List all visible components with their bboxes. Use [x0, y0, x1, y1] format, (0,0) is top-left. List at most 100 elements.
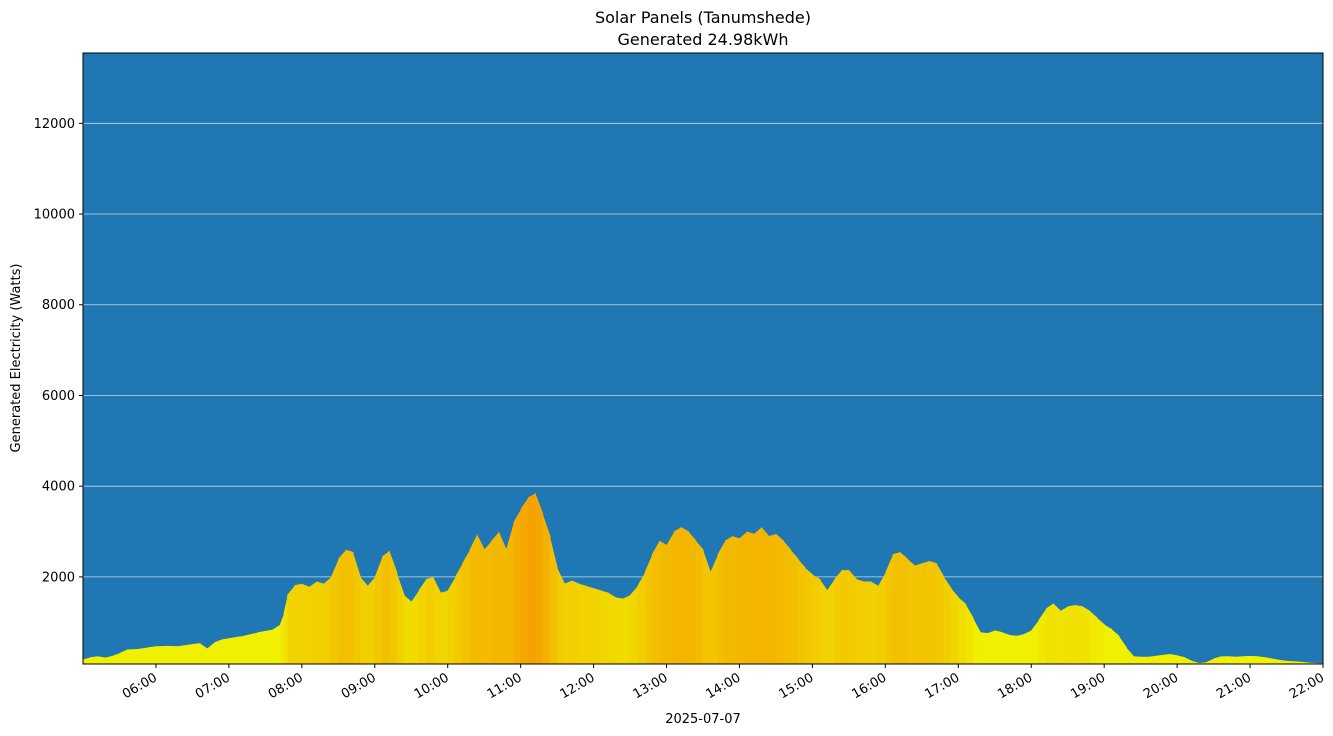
area-slice [137, 647, 150, 664]
area-slice [126, 649, 139, 664]
area-slice [352, 551, 361, 664]
area-slice [447, 576, 456, 664]
area-slice [951, 588, 959, 664]
area-slice [790, 549, 799, 664]
area-slice [1155, 654, 1164, 664]
area-slice [681, 527, 690, 664]
x-tick-label: 18:00 [995, 670, 1035, 702]
area-slice [104, 655, 113, 664]
area-slice [841, 570, 850, 664]
area-slice [710, 554, 719, 664]
area-slice [958, 597, 967, 664]
area-slice [1235, 656, 1244, 664]
area-slice [987, 630, 996, 664]
area-slice [768, 533, 777, 664]
area-slice [557, 567, 566, 664]
area-slice [659, 540, 668, 664]
area-slice [1045, 603, 1054, 664]
area-slice [1009, 634, 1018, 664]
area-slice [491, 531, 500, 664]
area-slice [1082, 606, 1091, 664]
y-tick-label: 2000 [42, 570, 75, 585]
x-tick-label: 14:00 [704, 670, 744, 702]
area-slice [1191, 660, 1200, 664]
area-slice [797, 558, 806, 664]
area-slice [1111, 629, 1120, 664]
plot-frame [82, 52, 1324, 665]
area-slice [166, 645, 179, 664]
area-slice [1213, 656, 1222, 664]
area-slice [805, 567, 814, 664]
area-slice [637, 572, 646, 664]
area-slice [673, 527, 682, 664]
area-slice [1206, 658, 1215, 664]
area-slice [112, 653, 121, 664]
area-slice [622, 595, 631, 664]
x-tick-label: 19:00 [1068, 670, 1108, 702]
area-slice [1016, 634, 1025, 664]
area-slice [739, 531, 748, 664]
area-slice [433, 576, 442, 664]
area-slice [243, 632, 259, 664]
x-tick-label: 15:00 [776, 670, 816, 702]
area-slice [177, 644, 194, 664]
area-slice [455, 563, 463, 664]
area-slice [549, 536, 558, 664]
area-slice [228, 635, 245, 664]
area-slice [1118, 635, 1127, 664]
area-slice [834, 570, 843, 664]
area-slice [294, 583, 303, 664]
y-tick-label: 4000 [42, 480, 75, 495]
area-slice [440, 590, 449, 664]
area-slice [1126, 647, 1134, 664]
x-tick-label: 07:00 [193, 670, 233, 702]
x-tick-label: 17:00 [922, 670, 962, 702]
area-slice [1162, 654, 1171, 664]
area-slice [812, 574, 821, 664]
area-slice [1089, 610, 1098, 664]
area-slice [1264, 657, 1273, 664]
area-slice [396, 572, 405, 664]
area-slice [97, 656, 106, 664]
area-slice [338, 549, 347, 664]
x-tick-label: 10:00 [412, 670, 452, 702]
area-slice [345, 549, 354, 664]
area-slice [155, 645, 168, 664]
area-slice [936, 563, 945, 664]
area-slice [703, 549, 711, 664]
x-axis-label: 2025-07-07 [665, 712, 741, 727]
area-slice [1060, 606, 1069, 664]
area-slice [498, 531, 507, 664]
area-slice [972, 617, 981, 664]
x-tick-label: 16:00 [849, 670, 889, 702]
area-slice [403, 595, 412, 664]
area-slice [192, 643, 201, 664]
area-slice [586, 585, 595, 664]
area-slice [520, 497, 529, 664]
area-slice [83, 657, 91, 664]
x-tick-label: 09:00 [339, 670, 379, 702]
area-slice [1104, 624, 1113, 664]
area-slice [469, 533, 478, 664]
area-slice [418, 579, 427, 664]
area-slice [856, 579, 865, 664]
area-slice [279, 613, 285, 664]
area-slice [367, 576, 376, 664]
area-slice [1177, 655, 1186, 664]
area-slice [1301, 661, 1310, 664]
area-slice [287, 585, 296, 664]
area-slice [644, 554, 653, 664]
area-slice [914, 563, 923, 664]
area-slice [484, 540, 493, 664]
area-slice [593, 588, 602, 664]
x-tick-label: 22:00 [1287, 670, 1327, 702]
area-slice [666, 531, 675, 664]
area-slice [382, 550, 390, 664]
area-slice [899, 551, 908, 664]
area-slice [863, 581, 872, 664]
area-slice [323, 576, 332, 664]
area-slice [374, 556, 383, 664]
area-slice [1038, 608, 1047, 664]
area-slice [283, 595, 288, 664]
